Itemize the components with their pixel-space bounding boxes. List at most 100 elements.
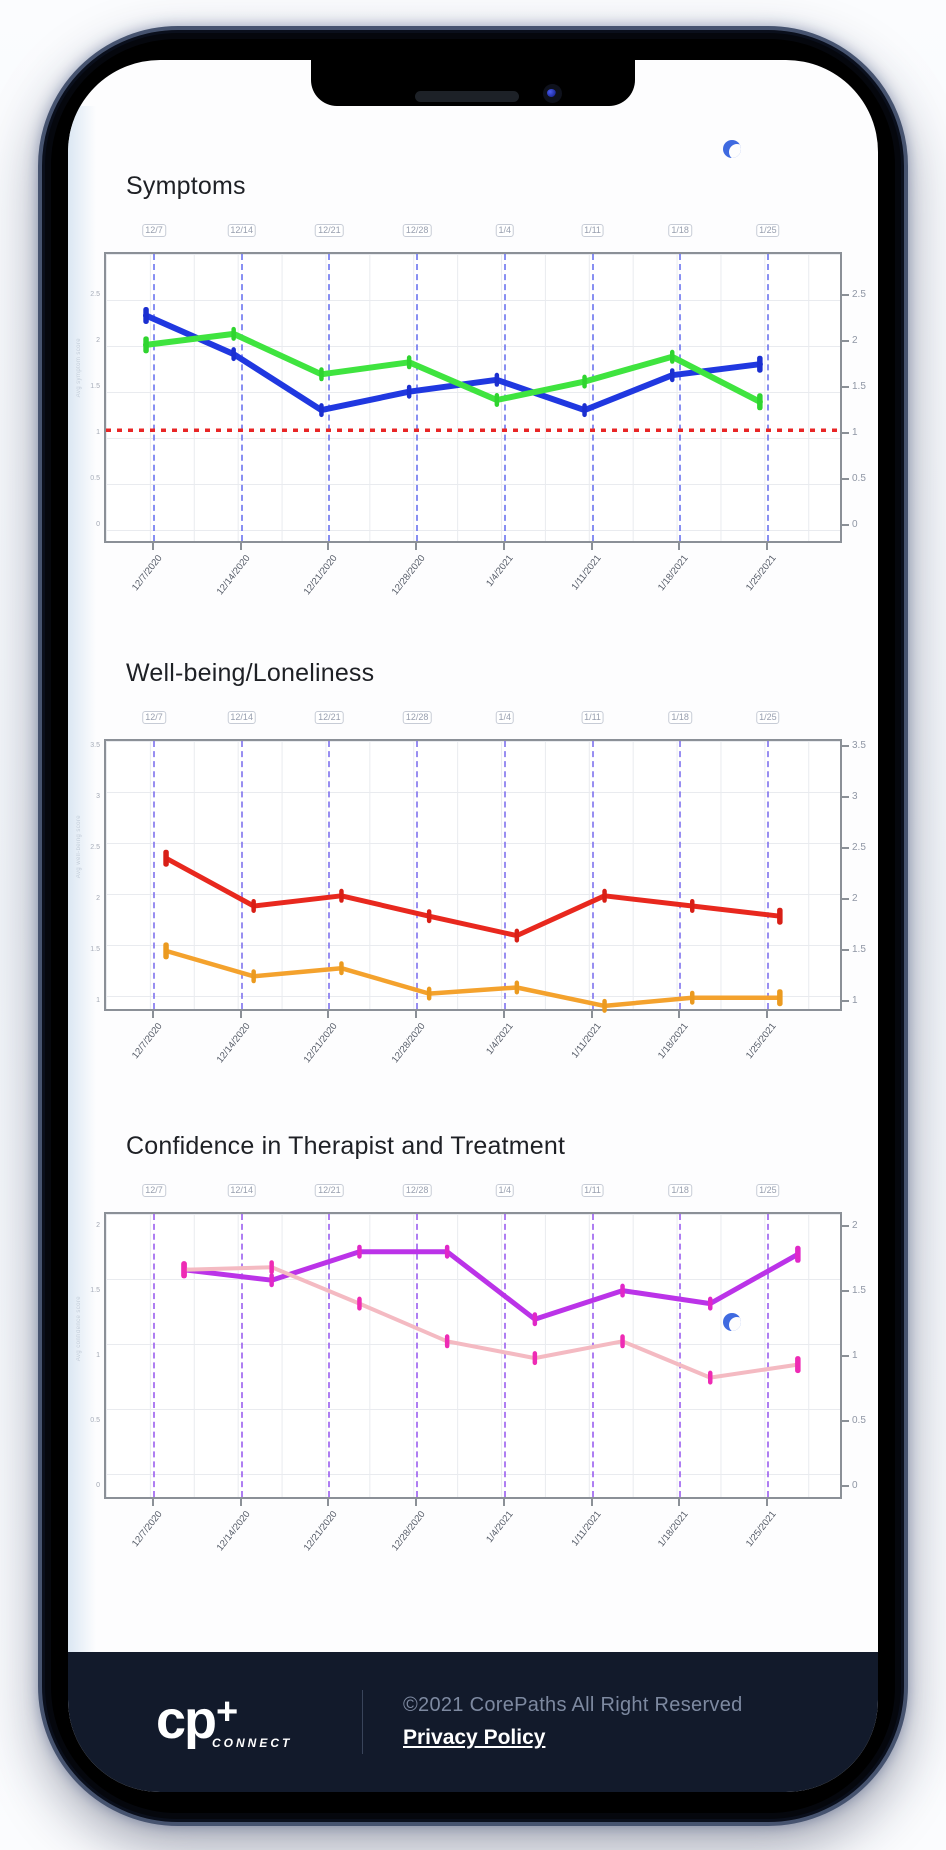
session-date-chip: 12/28 xyxy=(402,1184,432,1197)
y-axis-tick xyxy=(842,1225,849,1228)
x-axis-tick xyxy=(327,1499,330,1506)
y-axis-label: 2 xyxy=(852,1220,858,1232)
chart-wellbeing-loneliness: Well-being/Loneliness 12/7 12/7/2020 12/14… xyxy=(68,659,878,1119)
app-footer: cp+ CONNECT ©2021 CorePaths All Right Re… xyxy=(68,1652,878,1792)
data-point-symptoms-blue xyxy=(494,372,500,387)
data-point-confidence-pink xyxy=(444,1334,450,1349)
x-axis-tick xyxy=(152,1011,154,1018)
chart-title: Confidence in Therapist and Treatment xyxy=(126,1132,566,1160)
session-gridline xyxy=(416,741,419,1009)
data-point-symptoms-green xyxy=(406,355,412,370)
logo-connect-label: CONNECT xyxy=(212,1735,293,1750)
y-axis-label-left: 2 xyxy=(96,337,100,345)
y-axis-label-left: 0 xyxy=(96,520,100,528)
chart-series-layer xyxy=(106,307,840,433)
x-axis-date-label: 12/7/2020 xyxy=(129,553,165,594)
data-point-confidence-pink xyxy=(269,1260,274,1275)
session-date-chip: 1/11 xyxy=(581,224,604,237)
session-date-chip: 12/21 xyxy=(315,224,344,237)
x-axis-tick xyxy=(415,1011,418,1018)
data-point-wellbeing-red xyxy=(690,899,695,913)
session-gridline xyxy=(766,1214,769,1497)
data-point-symptoms-blue xyxy=(231,347,236,362)
session-gridline xyxy=(153,741,155,1009)
series-line-symptoms-green xyxy=(143,330,763,405)
session-gridline xyxy=(416,1214,419,1497)
y-axis-label-left: 2 xyxy=(96,1222,100,1230)
session-gridline xyxy=(591,254,594,541)
y-axis-tick xyxy=(842,847,849,849)
chart-confidence: Confidence in Therapist and Treatment 12… xyxy=(68,1132,878,1612)
chart-plot xyxy=(104,252,842,543)
data-point-loneliness-orange xyxy=(777,989,783,1007)
session-date-chip: 12/14 xyxy=(227,224,256,237)
data-point-confidence-magenta xyxy=(620,1283,625,1298)
x-axis-date-label: 12/7/2020 xyxy=(129,1021,165,1062)
y-axis-label: 0 xyxy=(852,518,858,530)
chart-series-layer xyxy=(181,1244,801,1385)
x-axis-tick xyxy=(239,1499,242,1506)
y-axis-label: 2.5 xyxy=(852,289,866,301)
data-point-confidence-pink xyxy=(357,1296,362,1311)
session-gridline xyxy=(503,1214,506,1497)
chart-title: Symptoms xyxy=(126,172,246,200)
data-point-confidence-pink xyxy=(181,1261,187,1279)
data-point-confidence-pink xyxy=(620,1334,625,1349)
session-gridline xyxy=(328,1214,331,1497)
session-date-chip: 12/14 xyxy=(227,711,256,724)
session-gridline xyxy=(679,254,682,541)
session-date-chip: 1/11 xyxy=(581,1184,604,1197)
series-line-loneliness-orange xyxy=(163,948,783,1009)
chart-title: Well-being/Loneliness xyxy=(126,659,375,687)
data-point-loneliness-orange xyxy=(426,986,432,1001)
y-axis-label-left: 1 xyxy=(96,996,100,1004)
session-gridline xyxy=(679,1214,682,1497)
privacy-policy-link[interactable]: Privacy Policy xyxy=(403,1726,546,1749)
session-date-chip: 12/14 xyxy=(227,1184,256,1197)
data-point-wellbeing-red xyxy=(602,888,607,903)
session-gridline xyxy=(153,1214,155,1497)
x-axis-date-label: 1/18/2021 xyxy=(656,1021,691,1062)
series-line-confidence-pink xyxy=(182,1265,800,1380)
x-axis-tick xyxy=(765,1499,768,1506)
y-axis-tick xyxy=(842,1355,849,1358)
data-point-loneliness-orange xyxy=(514,980,520,995)
x-axis-date-label: 1/25/2021 xyxy=(743,553,779,594)
y-axis-label: 0 xyxy=(852,1480,858,1491)
y-axis-tick xyxy=(842,294,849,297)
y-axis-label-left: 1 xyxy=(96,1352,100,1360)
scroll-indicator-bottom-icon xyxy=(723,1313,741,1331)
chart-symptoms: Symptoms 12/7 12/7/2020 12/14 12/14/2020 12/… xyxy=(68,172,878,642)
data-point-wellbeing-red xyxy=(426,909,432,924)
y-axis-tick xyxy=(842,1485,849,1487)
x-axis-date-label: 1/11/2021 xyxy=(568,1021,604,1061)
session-gridline xyxy=(328,254,331,541)
session-date-chip: 12/7 xyxy=(142,224,166,237)
session-date-chip: 1/18 xyxy=(668,1184,692,1197)
data-point-symptoms-blue xyxy=(670,368,675,383)
session-gridline xyxy=(240,254,243,541)
x-axis-tick xyxy=(152,543,154,550)
logo-cp: cp xyxy=(156,1689,217,1750)
data-point-confidence-pink xyxy=(795,1356,801,1374)
y-axis-label: 2 xyxy=(852,335,858,347)
y-axis-tick xyxy=(842,385,849,388)
session-gridline xyxy=(240,1214,243,1497)
x-axis-tick xyxy=(590,543,593,550)
y-axis-tick xyxy=(842,523,849,526)
x-axis-tick xyxy=(590,1499,593,1506)
front-camera-icon xyxy=(543,84,562,103)
data-point-confidence-magenta xyxy=(532,1312,538,1327)
session-gridline xyxy=(766,741,769,1009)
x-axis-date-label: 12/28/2020 xyxy=(389,553,428,598)
y-axis-label: 1 xyxy=(852,426,858,438)
y-axis-tick xyxy=(842,1420,849,1423)
x-axis-date-label: 1/4/2021 xyxy=(484,1021,516,1057)
data-point-loneliness-orange xyxy=(339,961,344,976)
session-date-chip: 1/18 xyxy=(668,711,692,724)
x-axis-tick xyxy=(502,1499,505,1506)
notch xyxy=(311,60,635,106)
data-point-symptoms-blue xyxy=(757,355,763,373)
y-axis-label: 2.5 xyxy=(852,842,866,853)
x-axis-date-label: 12/21/2020 xyxy=(302,553,341,598)
